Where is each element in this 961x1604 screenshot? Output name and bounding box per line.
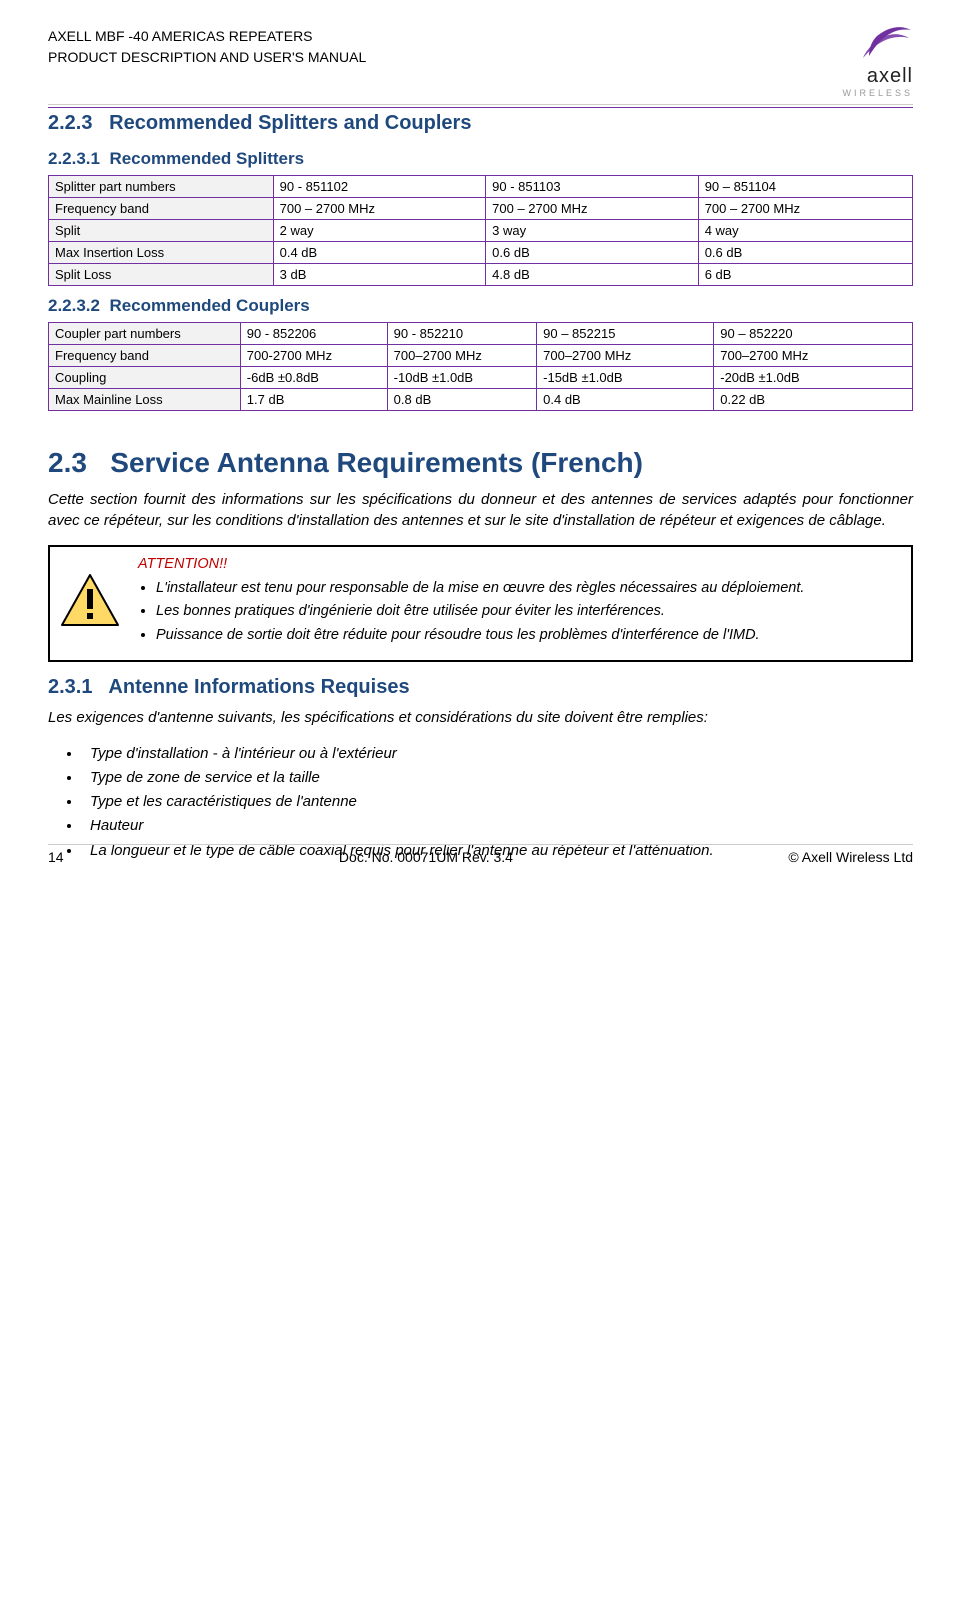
heading-text: Recommended Splitters and Couplers: [109, 112, 471, 134]
heading-2-2-3-1: 2.2.3.1 Recommended Splitters: [48, 149, 913, 169]
section-2-3-1-intro: Les exigences d'antenne suivants, les sp…: [48, 707, 913, 728]
heading-2-2-3-2: 2.2.3.2 Recommended Couplers: [48, 296, 913, 316]
table-cell: 4.8 dB: [486, 264, 699, 286]
splitters-table: Splitter part numbers90 - 85110290 - 851…: [48, 175, 913, 286]
attention-box: ATTENTION!! L'installateur est tenu pour…: [48, 545, 913, 661]
table-cell: 700 – 2700 MHz: [486, 198, 699, 220]
table-cell: 700 – 2700 MHz: [698, 198, 912, 220]
table-cell: 90 – 852220: [714, 323, 913, 345]
table-row: Max Insertion Loss0.4 dB0.6 dB0.6 dB: [49, 242, 913, 264]
page-footer: 14 Doc. No. 00071UM Rev. 3.4 © Axell Wir…: [48, 844, 913, 865]
table-cell: 90 - 852210: [387, 323, 536, 345]
logo-text: axell: [867, 65, 913, 87]
heading-2-2-3: 2.2.3 Recommended Splitters and Couplers: [48, 112, 913, 135]
footer-rule: [48, 844, 913, 845]
header-line-1: AXELL MBF -40 AMERICAS REPEATERS: [48, 26, 366, 47]
attention-body: ATTENTION!! L'installateur est tenu pour…: [138, 555, 901, 649]
heading-text: Antenne Informations Requises: [108, 676, 409, 698]
table-cell: 0.4 dB: [273, 242, 486, 264]
table-row: Splitter part numbers90 - 85110290 - 851…: [49, 176, 913, 198]
footer-page-number: 14: [48, 849, 64, 865]
logo-swish-icon: [861, 22, 913, 62]
table-cell: 700–2700 MHz: [537, 345, 714, 367]
page-header: AXELL MBF -40 AMERICAS REPEATERS PRODUCT…: [48, 22, 913, 98]
table-cell: 3 dB: [273, 264, 486, 286]
attention-list: L'installateur est tenu pour responsable…: [138, 579, 901, 646]
heading-2-3: 2.3 Service Antenna Requirements (French…: [48, 447, 913, 479]
requirement-item: Hauteur: [82, 814, 913, 837]
table-row-header: Split Loss: [49, 264, 274, 286]
table-cell: 700–2700 MHz: [387, 345, 536, 367]
footer-doc-number: Doc. No. 00071UM Rev. 3.4: [339, 849, 513, 865]
table-row: Frequency band700-2700 MHz700–2700 MHz70…: [49, 345, 913, 367]
table-cell: 0.6 dB: [486, 242, 699, 264]
heading-number: 2.3: [48, 447, 87, 478]
heading-number: 2.2.3: [48, 112, 92, 134]
table-cell: 700–2700 MHz: [714, 345, 913, 367]
table-cell: 90 – 852215: [537, 323, 714, 345]
header-rule-purple: [48, 107, 913, 109]
table-cell: 2 way: [273, 220, 486, 242]
table-row-header: Split: [49, 220, 274, 242]
table-row: Split2 way3 way4 way: [49, 220, 913, 242]
table-cell: 4 way: [698, 220, 912, 242]
table-cell: 0.8 dB: [387, 389, 536, 411]
table-row: Frequency band700 – 2700 MHz700 – 2700 M…: [49, 198, 913, 220]
table-cell: 0.22 dB: [714, 389, 913, 411]
header-line-2: PRODUCT DESCRIPTION AND USER'S MANUAL: [48, 47, 366, 68]
heading-number: 2.2.3.1: [48, 149, 100, 168]
table-cell: 3 way: [486, 220, 699, 242]
footer-copyright: © Axell Wireless Ltd: [788, 849, 913, 865]
table-cell: 700 – 2700 MHz: [273, 198, 486, 220]
couplers-table: Coupler part numbers90 - 85220690 - 8522…: [48, 322, 913, 411]
heading-2-3-1: 2.3.1 Antenne Informations Requises: [48, 676, 913, 699]
table-cell: -15dB ±1.0dB: [537, 367, 714, 389]
section-2-3-intro: Cette section fournit des informations s…: [48, 489, 913, 531]
table-cell: -10dB ±1.0dB: [387, 367, 536, 389]
table-row: Coupling-6dB ±0.8dB-10dB ±1.0dB-15dB ±1.…: [49, 367, 913, 389]
table-row-header: Frequency band: [49, 345, 241, 367]
heading-text: Recommended Splitters: [109, 149, 304, 168]
table-cell: -20dB ±1.0dB: [714, 367, 913, 389]
table-row-header: Coupling: [49, 367, 241, 389]
header-rule-thin: [48, 104, 913, 105]
table-row-header: Splitter part numbers: [49, 176, 274, 198]
header-title-block: AXELL MBF -40 AMERICAS REPEATERS PRODUCT…: [48, 22, 366, 68]
attention-item: Les bonnes pratiques d'ingénierie doit ê…: [156, 602, 901, 622]
table-cell: 700-2700 MHz: [240, 345, 387, 367]
table-cell: 90 - 851103: [486, 176, 699, 198]
requirement-item: Type de zone de service et la taille: [82, 766, 913, 789]
table-cell: 1.7 dB: [240, 389, 387, 411]
table-row-header: Coupler part numbers: [49, 323, 241, 345]
attention-title: ATTENTION!!: [138, 555, 901, 575]
requirement-item: Type et les caractéristiques de l'antenn…: [82, 790, 913, 813]
table-cell: 90 – 851104: [698, 176, 912, 198]
attention-item: L'installateur est tenu pour responsable…: [156, 579, 901, 599]
heading-number: 2.2.3.2: [48, 296, 100, 315]
heading-text: Service Antenna Requirements (French): [110, 447, 643, 478]
table-row-header: Max Insertion Loss: [49, 242, 274, 264]
logo: axell WIRELESS: [842, 22, 913, 98]
attention-item: Puissance de sortie doit être réduite po…: [156, 626, 901, 646]
logo-subtext: WIRELESS: [842, 88, 913, 98]
table-cell: 0.6 dB: [698, 242, 912, 264]
table-cell: 0.4 dB: [537, 389, 714, 411]
table-row: Split Loss3 dB4.8 dB6 dB: [49, 264, 913, 286]
table-cell: 90 - 851102: [273, 176, 486, 198]
table-cell: 90 - 852206: [240, 323, 387, 345]
heading-text: Recommended Couplers: [109, 296, 309, 315]
table-row-header: Frequency band: [49, 198, 274, 220]
table-row: Coupler part numbers90 - 85220690 - 8522…: [49, 323, 913, 345]
requirement-item: Type d'installation - à l'intérieur ou à…: [82, 742, 913, 765]
table-row-header: Max Mainline Loss: [49, 389, 241, 411]
heading-number: 2.3.1: [48, 676, 92, 698]
warning-icon: [60, 555, 120, 630]
table-cell: 6 dB: [698, 264, 912, 286]
table-cell: -6dB ±0.8dB: [240, 367, 387, 389]
table-row: Max Mainline Loss1.7 dB0.8 dB0.4 dB0.22 …: [49, 389, 913, 411]
